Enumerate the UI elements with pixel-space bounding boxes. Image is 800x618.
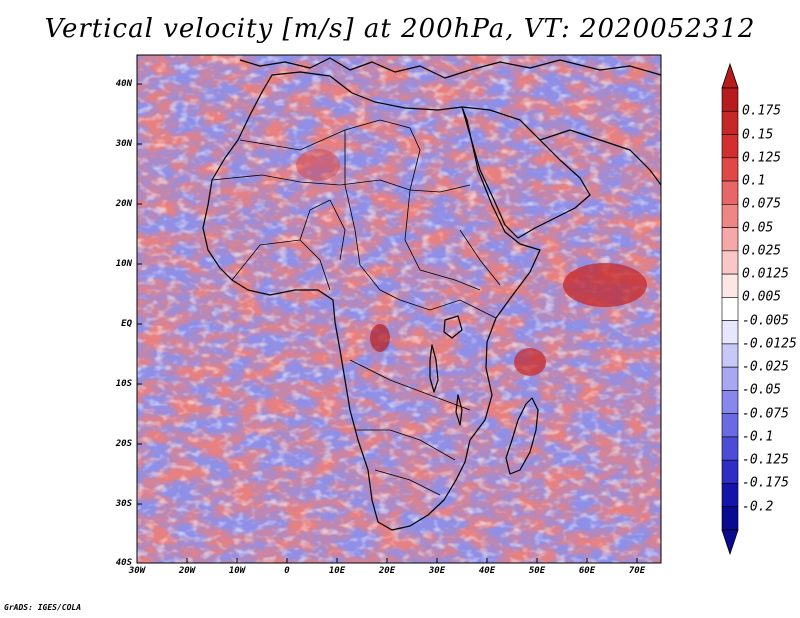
colorbar-tick-label: -0.175: [742, 475, 789, 491]
map-frame: [136, 54, 662, 564]
lat-tick-label: 30N: [115, 139, 132, 149]
colorbar-bin: [721, 227, 739, 252]
lon-tick-label: 30E: [428, 566, 446, 576]
colorbar-tick-label: -0.125: [742, 452, 789, 468]
colorbar-bin: [721, 366, 739, 391]
colorbar-tick-label: 0.1: [742, 173, 766, 189]
lon-tick-label: 10E: [328, 566, 346, 576]
colorbar-bin: [721, 204, 739, 228]
lat-tick-label: 40N: [115, 79, 132, 89]
lon-tick-label: 40E: [478, 566, 496, 576]
lake-malawi: [455, 394, 463, 426]
colorbar-tick-label: -0.2: [742, 499, 774, 515]
colorbar-tick-label: 0.005: [742, 289, 782, 305]
lake-tanganyika: [429, 344, 439, 393]
colorbar-tick-label: 0.15: [742, 127, 774, 143]
colorbar-tick-label: -0.0125: [742, 336, 797, 352]
colorbar-top-triangle: [721, 62, 739, 89]
colorbar-tick-label: 0.025: [742, 243, 782, 259]
lon-tick-label: 10W: [228, 566, 246, 576]
colorbar-bin: [721, 273, 739, 298]
colorbar-tick-label: -0.05: [742, 382, 782, 398]
arabia-coastline: [461, 106, 591, 239]
colorbar-bottom-triangle: [721, 529, 739, 556]
lat-tick-label: 10S: [115, 379, 132, 389]
colorbar-bin: [721, 320, 739, 345]
lon-tick-label: 0: [284, 566, 290, 576]
chart-title: Vertical velocity [m/s] at 200hPa, VT: 2…: [44, 14, 756, 44]
lon-tick-label: 60E: [578, 566, 596, 576]
lat-tick-label: 20N: [115, 199, 132, 209]
ascent-patch-indian-ocean: [514, 348, 546, 376]
colorbar-bin: [721, 157, 739, 182]
colorbar-bin: [721, 297, 739, 321]
lat-tick-label: 30S: [115, 499, 132, 509]
ascent-patch-arabian-sea: [563, 263, 647, 307]
madagascar-coastline: [505, 397, 539, 475]
colorbar-bin: [721, 87, 739, 112]
colorbar-bin: [721, 413, 739, 438]
colorbar-bin: [721, 343, 739, 368]
colorbar-tick-label: 0.075: [742, 196, 782, 212]
colorbar-bin: [721, 459, 739, 484]
grads-credit: GrADS: IGES/COLA: [4, 603, 82, 612]
colorbar: [721, 62, 739, 556]
colorbar-bin: [721, 134, 739, 159]
lon-tick-label: 70E: [628, 566, 646, 576]
lon-tick-label: 50E: [528, 566, 546, 576]
colorbar-tick-label: -0.075: [742, 406, 789, 422]
lat-tick-label: 10N: [115, 259, 132, 269]
lon-tick-label: 30W: [128, 566, 146, 576]
colorbar-bin: [721, 390, 739, 414]
colorbar-tick-label: -0.005: [742, 313, 789, 329]
colorbar-bin: [721, 506, 739, 531]
colorbar-bin: [721, 180, 739, 205]
colorbar-bin: [721, 483, 739, 508]
lat-tick-label: EQ: [121, 319, 132, 329]
lon-tick-label: 20W: [178, 566, 196, 576]
ascent-patch-sahara: [296, 149, 340, 181]
colorbar-tick-label: -0.1: [742, 429, 774, 445]
colorbar-tick-label: 0.175: [742, 103, 782, 119]
colorbar-bin: [721, 436, 739, 461]
lake-victoria: [443, 315, 463, 339]
colorbar-tick-label: 0.05: [742, 220, 774, 236]
colorbar-bin: [721, 250, 739, 275]
europe-coastline: [239, 57, 662, 79]
asia-coastline: [539, 129, 662, 186]
colorbar-tick-label: -0.025: [742, 359, 789, 375]
colorbar-bin: [721, 110, 739, 135]
coastlines: [202, 57, 662, 531]
vertical-velocity-field: [137, 55, 661, 563]
axis-ticks: [137, 83, 638, 563]
ascent-patch-congo: [370, 324, 390, 352]
country-borders: [211, 119, 501, 496]
lat-tick-label: 40S: [115, 558, 132, 568]
lat-tick-label: 20S: [115, 439, 132, 449]
colorbar-tick-label: 0.125: [742, 150, 782, 166]
lon-tick-label: 20E: [378, 566, 396, 576]
colorbar-tick-label: 0.0125: [742, 266, 789, 282]
